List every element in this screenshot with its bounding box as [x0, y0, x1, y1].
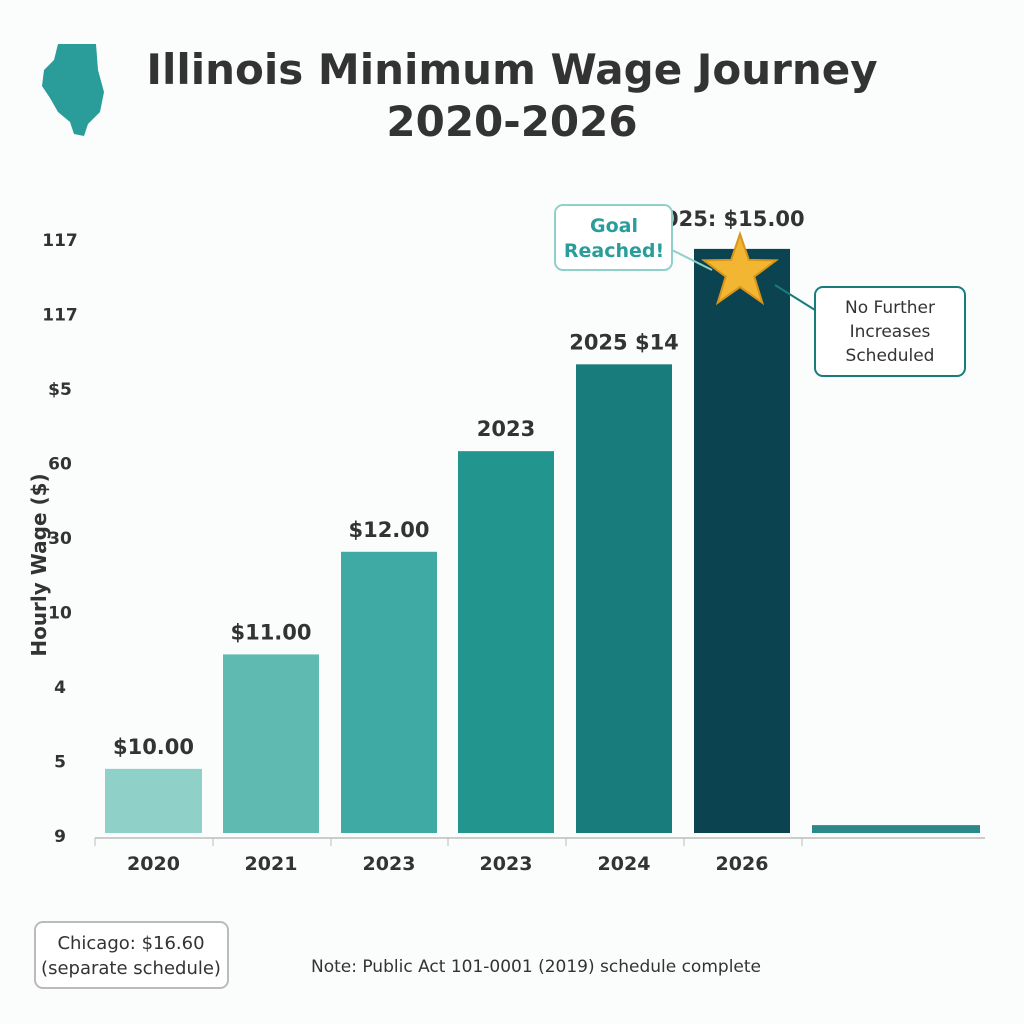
y-tick-label: 117	[42, 231, 78, 251]
callout-pointer	[671, 249, 713, 271]
y-tick-label: 60	[48, 455, 72, 475]
y-tick-label: 5	[54, 753, 66, 773]
bar-label: 2023	[477, 417, 535, 441]
y-tick-label: 9	[54, 827, 66, 847]
callout-text: Scheduled	[846, 346, 935, 366]
callout-no-further: No Further Increases Scheduled	[774, 284, 966, 377]
callout-goal: Goal Reached!	[554, 204, 713, 271]
callout-chicago: Chicago: $16.60 (separate schedule)	[34, 921, 229, 989]
y-tick-label: 117	[42, 306, 78, 326]
y-tick-label: 10	[48, 604, 72, 624]
x-tick-label: 2021	[245, 853, 298, 875]
bar	[341, 551, 437, 833]
bar-label: 2025 $14	[569, 330, 679, 354]
chart-title: 2020-2026	[386, 97, 637, 146]
bar-label: $10.00	[113, 735, 194, 759]
note: Note: Public Act 101-0001 (2019) schedul…	[311, 957, 761, 977]
illinois-icon	[42, 44, 104, 136]
callout-pointer	[774, 284, 816, 311]
bar-label: $12.00	[348, 518, 429, 542]
x-tick-label: 2026	[716, 853, 769, 875]
bar	[576, 364, 672, 833]
y-tick-label: 30	[48, 529, 72, 549]
bar	[694, 248, 790, 834]
bar-label: $11.00	[230, 620, 311, 644]
callout-box	[814, 286, 966, 377]
callout-box	[34, 921, 229, 989]
x-tick-label: 2020	[127, 853, 180, 875]
bar	[458, 451, 554, 833]
bar	[223, 654, 319, 833]
y-axis-label: Hourly Wage ($)	[27, 473, 51, 656]
chart-title: Illinois Minimum Wage Journey	[146, 45, 877, 94]
callout-text: Goal	[590, 215, 638, 237]
callout-box	[554, 204, 673, 271]
y-tick-label: $5	[48, 380, 72, 400]
callout-text: Reached!	[564, 240, 664, 262]
callout-text: No Further	[845, 298, 935, 318]
x-tick-label: 2023	[480, 853, 533, 875]
callout-text: (separate schedule)	[41, 958, 221, 979]
y-tick-label: 4	[54, 678, 66, 698]
x-tick-label: 2023	[363, 853, 416, 875]
bar	[812, 825, 980, 833]
callout-text: Increases	[850, 322, 931, 342]
x-tick-label: 2024	[598, 853, 651, 875]
star-icon	[700, 230, 780, 306]
bar-label: 2025: $15.00	[649, 207, 804, 231]
callout-text: Chicago: $16.60	[57, 933, 204, 954]
bar	[105, 768, 202, 833]
